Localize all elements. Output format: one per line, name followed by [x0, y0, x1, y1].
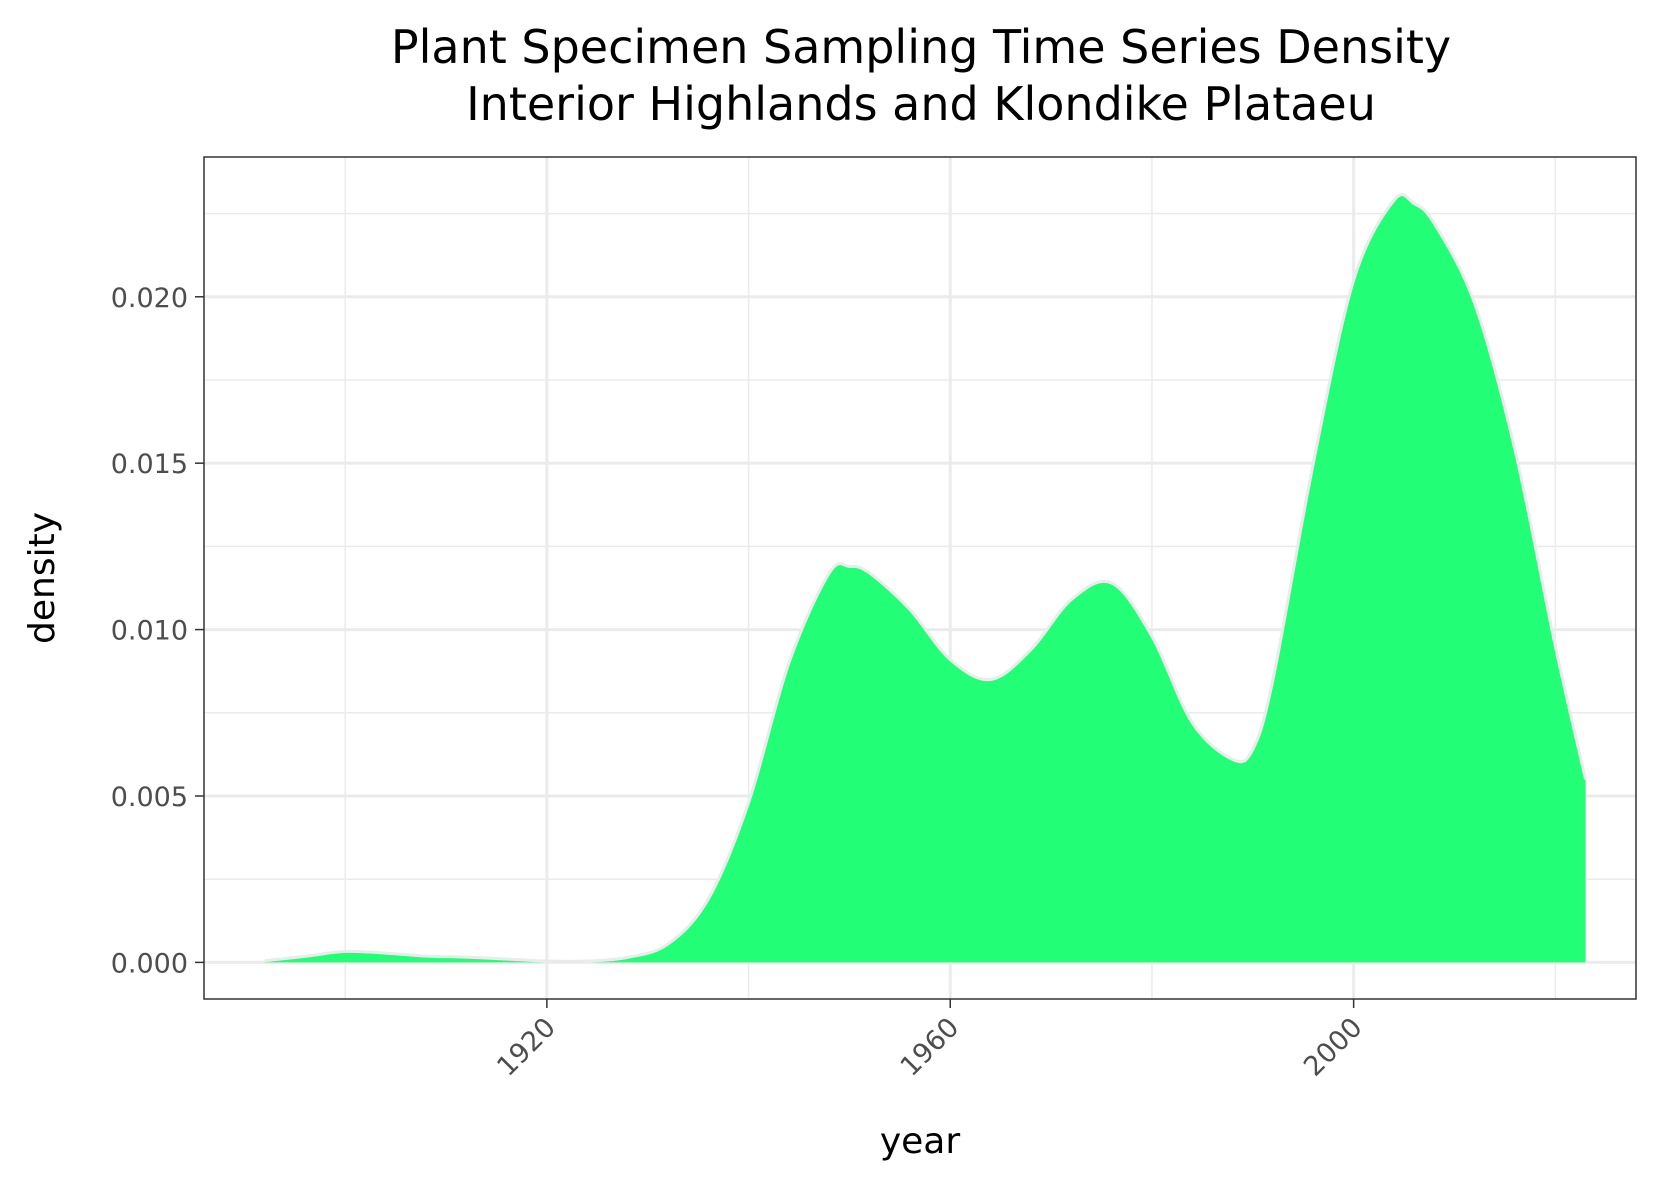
y-axis-title: density — [22, 512, 63, 644]
x-axis-title: year — [880, 1121, 961, 1162]
plot-panel — [203, 156, 1637, 1000]
x-tick-label: 1920 — [491, 1012, 562, 1083]
y-tick-label: 0.000 — [111, 948, 188, 979]
x-tick-label: 2000 — [1298, 1012, 1369, 1083]
y-tick-label: 0.005 — [111, 782, 188, 813]
x-axis: 1920 1960 2000 — [491, 999, 1369, 1083]
chart-subtitle: Interior Highlands and Klondike Plataeu — [466, 77, 1376, 131]
y-tick-label: 0.015 — [111, 449, 188, 480]
y-tick-label: 0.010 — [111, 616, 188, 647]
y-axis: 0.000 0.005 0.010 0.015 0.020 — [111, 283, 204, 979]
chart-title: Plant Specimen Sampling Time Series Dens… — [391, 20, 1451, 74]
panel-border — [203, 156, 1637, 1000]
y-tick-label: 0.020 — [111, 283, 188, 314]
density-area — [264, 194, 1586, 963]
x-tick-label: 1960 — [895, 1012, 966, 1083]
density-curve — [264, 193, 1588, 963]
